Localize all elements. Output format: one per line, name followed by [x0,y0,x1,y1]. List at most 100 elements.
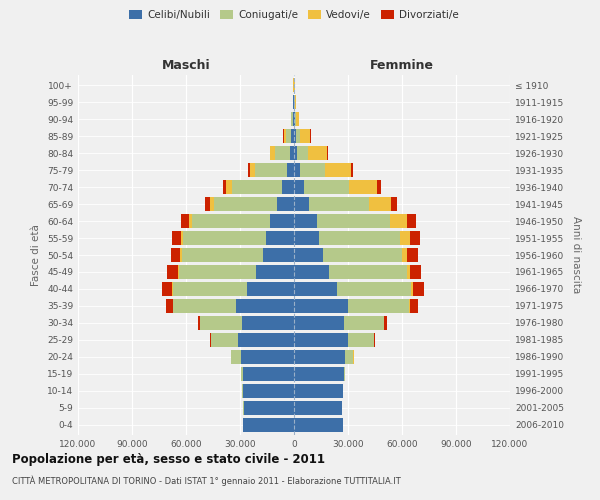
Bar [329,265,407,279]
Bar [173,282,247,296]
Bar [407,265,410,279]
Bar [391,214,407,228]
Bar [211,333,238,347]
Bar [294,418,343,432]
Y-axis label: Anni di nascita: Anni di nascita [571,216,581,294]
Bar [319,231,400,245]
Bar [293,95,294,109]
Bar [296,129,300,143]
Bar [351,163,353,177]
Bar [167,265,178,279]
Bar [172,282,173,296]
Bar [248,163,250,177]
Bar [181,248,182,262]
Bar [294,316,344,330]
Bar [317,214,391,228]
Bar [391,197,397,211]
Bar [374,333,375,347]
Bar [270,214,294,228]
Bar [181,231,184,245]
Bar [294,299,348,313]
Bar [184,231,266,245]
Bar [189,214,192,228]
Bar [294,248,323,262]
Bar [346,350,353,364]
Bar [292,112,293,126]
Text: Femmine: Femmine [370,58,434,71]
Bar [348,333,374,347]
Bar [410,299,418,313]
Bar [214,197,277,211]
Bar [244,401,294,415]
Bar [178,265,179,279]
Bar [411,282,413,296]
Bar [270,146,271,160]
Bar [182,248,263,262]
Bar [250,163,255,177]
Bar [294,112,295,126]
Bar [294,129,296,143]
Bar [294,214,317,228]
Bar [410,231,420,245]
Bar [294,231,319,245]
Bar [337,282,411,296]
Bar [271,146,275,160]
Bar [296,112,299,126]
Bar [242,367,294,381]
Bar [344,316,384,330]
Bar [242,316,294,330]
Bar [308,146,327,160]
Bar [323,248,402,262]
Bar [295,95,296,109]
Bar [226,180,232,194]
Bar [290,146,294,160]
Bar [287,163,294,177]
Bar [210,197,214,211]
Bar [179,265,256,279]
Bar [400,231,410,245]
Bar [409,299,410,313]
Bar [294,367,343,381]
Bar [170,248,181,262]
Bar [349,180,377,194]
Bar [295,112,296,126]
Bar [283,180,294,194]
Bar [197,316,200,330]
Bar [162,282,172,296]
Bar [232,180,283,194]
Bar [205,197,210,211]
Bar [294,333,348,347]
Bar [172,231,181,245]
Text: CITTÀ METROPOLITANA DI TORINO - Dati ISTAT 1° gennaio 2011 - Elaborazione TUTTIT: CITTÀ METROPOLITANA DI TORINO - Dati IST… [12,476,401,486]
Bar [266,231,294,245]
Bar [343,367,345,381]
Bar [166,299,173,313]
Bar [294,384,343,398]
Bar [377,180,381,194]
Bar [247,282,294,296]
Bar [294,180,304,194]
Bar [242,384,294,398]
Bar [286,129,292,143]
Bar [413,282,424,296]
Bar [241,350,294,364]
Bar [407,214,415,228]
Bar [242,418,294,432]
Bar [402,248,407,262]
Bar [192,214,270,228]
Bar [300,129,310,143]
Bar [294,282,337,296]
Bar [294,265,329,279]
Bar [348,299,409,313]
Bar [200,316,242,330]
Y-axis label: Fasce di età: Fasce di età [31,224,41,286]
Bar [407,248,418,262]
Text: Popolazione per età, sesso e stato civile - 2011: Popolazione per età, sesso e stato civil… [12,452,325,466]
Bar [210,333,211,347]
Bar [294,350,346,364]
Bar [223,180,226,194]
Bar [241,367,242,381]
Bar [294,401,342,415]
Bar [293,112,294,126]
Bar [263,248,294,262]
